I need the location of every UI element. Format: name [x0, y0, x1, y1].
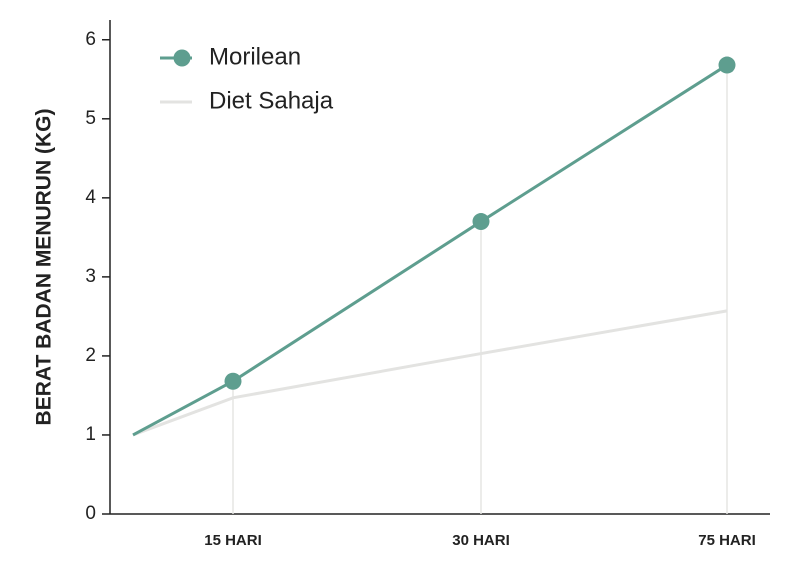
y-tick-label: 4 [85, 187, 96, 208]
y-tick-label: 6 [85, 29, 96, 50]
marker [718, 56, 736, 74]
y-tick-label: 5 [85, 108, 96, 129]
y-tick-label: 2 [85, 345, 96, 366]
y-axis-label: BERAT BADAN MENURUN (KG) [33, 109, 56, 426]
marker [224, 372, 242, 390]
x-tick-label: 75 HARI [698, 532, 756, 549]
y-tick-label: 0 [85, 503, 96, 524]
legend-label: Diet Sahaja [209, 87, 334, 114]
x-tick-label: 30 HARI [452, 532, 510, 549]
series-line [132, 309, 728, 437]
series-line [132, 63, 728, 437]
y-tick-label: 1 [85, 424, 96, 445]
marker [472, 213, 490, 231]
legend-label: Morilean [209, 43, 301, 70]
y-tick-label: 3 [85, 266, 96, 287]
legend-marker [173, 49, 191, 67]
x-tick-label: 15 HARI [204, 532, 262, 549]
